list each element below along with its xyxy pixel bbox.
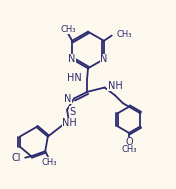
Text: O: O [125, 137, 133, 147]
Text: N: N [64, 94, 72, 104]
Text: CH₃: CH₃ [42, 157, 57, 167]
Text: NH: NH [62, 119, 77, 129]
Text: N: N [100, 54, 108, 64]
Text: NH: NH [108, 81, 122, 91]
Text: CH₃: CH₃ [60, 25, 76, 34]
Text: N: N [68, 54, 76, 64]
Text: CH₃: CH₃ [116, 30, 132, 39]
Text: HN: HN [67, 73, 82, 83]
Text: S: S [70, 107, 76, 117]
Text: Cl: Cl [11, 153, 21, 163]
Text: CH₃: CH₃ [121, 145, 137, 154]
